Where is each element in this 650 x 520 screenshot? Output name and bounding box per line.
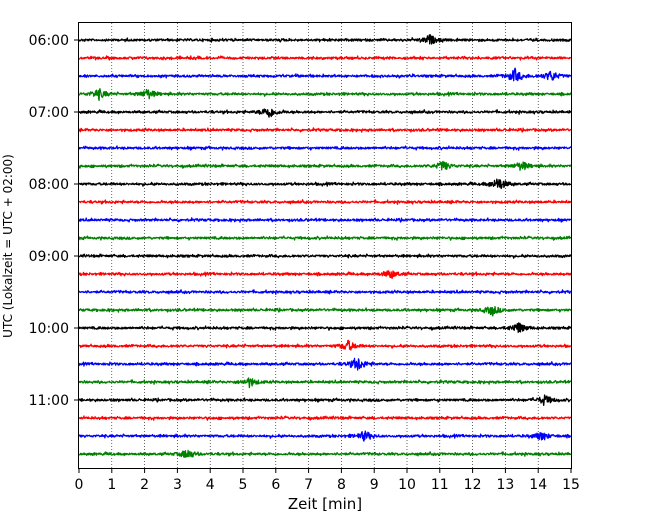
trace-0615 <box>78 55 572 61</box>
trace-0945 <box>78 305 572 317</box>
vertical-grid <box>111 23 539 468</box>
x-tick-label: 7 <box>304 477 313 493</box>
trace-0730 <box>78 145 572 151</box>
x-tick-label: 6 <box>271 477 280 493</box>
trace-0815 <box>78 199 572 205</box>
trace-1030 <box>78 357 572 371</box>
trace-0845 <box>78 235 572 241</box>
x-tick-label: 1 <box>107 477 116 493</box>
x-tick-label: 3 <box>173 477 182 493</box>
x-tick-label: 0 <box>75 477 84 493</box>
y-tick-label: 06:00 <box>29 33 69 49</box>
trace-0915 <box>78 270 572 280</box>
trace-0800 <box>78 178 572 190</box>
trace-0900 <box>78 253 572 259</box>
trace-0630 <box>78 67 572 82</box>
x-tick-label: 2 <box>140 477 149 493</box>
x-tick-label: 4 <box>206 477 215 493</box>
x-axis-label: Zeit [min] <box>288 495 362 513</box>
y-tick-label: 11:00 <box>29 393 69 409</box>
x-tick-label: 8 <box>337 477 346 493</box>
trace-1045 <box>78 377 572 389</box>
y-tick-label: 08:00 <box>29 177 69 193</box>
plot-frame <box>78 22 572 469</box>
trace-1115 <box>78 415 572 421</box>
trace-0600 <box>78 34 572 45</box>
trace-1000 <box>78 322 572 334</box>
y-tick-label: 10:00 <box>29 321 69 337</box>
trace-0930 <box>78 289 572 295</box>
y-tick-label: 07:00 <box>29 105 69 121</box>
trace-0830 <box>78 217 572 223</box>
x-tick-label: 15 <box>562 477 580 493</box>
x-tick-label: 10 <box>398 477 416 493</box>
trace-1130 <box>78 430 572 442</box>
x-tick-label: 13 <box>496 477 514 493</box>
trace-1100 <box>78 394 572 407</box>
x-axis: 0 1 2 3 4 5 6 7 8 9 10 11 12 13 14 15 <box>75 468 580 493</box>
trace-1015 <box>78 339 572 351</box>
x-tick-label: 12 <box>464 477 482 493</box>
x-tick-label: 5 <box>239 477 248 493</box>
trace-0715 <box>78 127 572 133</box>
x-tick-label: 11 <box>431 477 449 493</box>
y-tick-label: 09:00 <box>29 249 69 265</box>
y-axis: 06:00 07:00 08:00 09:00 10:00 11:00 <box>29 33 79 409</box>
trace-0700 <box>78 108 572 118</box>
trace-1145 <box>78 449 572 459</box>
trace-0645 <box>78 88 572 101</box>
x-tick-label: 9 <box>370 477 379 493</box>
seismogram-traces <box>78 34 572 459</box>
x-tick-label: 14 <box>529 477 547 493</box>
trace-0745 <box>78 160 572 171</box>
y-axis-label: UTC (Lokalzeit = UTC + 02:00) <box>1 154 15 338</box>
